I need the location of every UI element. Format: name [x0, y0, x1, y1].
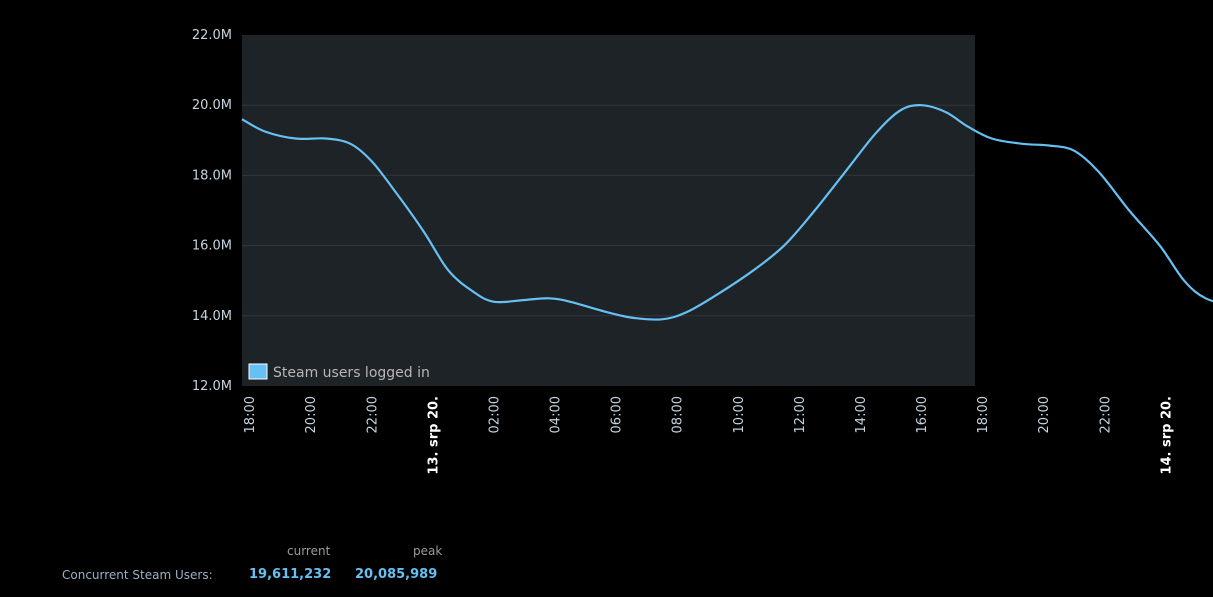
y-tick-label: 14.0M — [192, 309, 232, 324]
y-tick-label: 12.0M — [192, 379, 232, 394]
x-tick-label: 18:00 — [243, 396, 258, 433]
x-tick-label: 13. srp 20. — [426, 396, 441, 475]
x-tick-label: 22:00 — [365, 396, 380, 433]
x-tick-label: 14:00 — [854, 396, 869, 433]
x-axis: 18:00 20:00 22:00 13. srp 20. 02:00 04:00 06:0… — [243, 396, 1174, 475]
y-tick-label: 18.0M — [192, 168, 232, 183]
x-tick-label: 14. srp 20. — [1159, 396, 1174, 475]
plot-background — [242, 35, 975, 386]
current-users-value: 19,611,232 — [249, 567, 332, 582]
legend[interactable]: Steam users logged in — [248, 363, 430, 381]
x-tick-label: 04:00 — [549, 396, 564, 433]
legend-label: Steam users logged in — [273, 365, 430, 381]
current-header: current — [287, 544, 331, 558]
y-tick-label: 22.0M — [192, 28, 232, 43]
x-tick-label: 16:00 — [915, 396, 930, 433]
x-tick-label: 06:00 — [610, 396, 625, 433]
peak-users-value: 20,085,989 — [355, 567, 438, 582]
x-tick-label: 20:00 — [1037, 396, 1052, 433]
x-tick-label: 22:00 — [1098, 396, 1113, 433]
x-tick-label: 12:00 — [793, 396, 808, 433]
users-chart: 12.0M 14.0M 16.0M 18.0M 20.0M 22.0M 18:00 20:0… — [192, 28, 1213, 475]
x-tick-label: 20:00 — [304, 396, 319, 433]
y-axis: 12.0M 14.0M 16.0M 18.0M 20.0M 22.0M — [192, 28, 232, 394]
peak-header: peak — [413, 544, 443, 558]
x-tick-label: 10:00 — [732, 396, 747, 433]
y-tick-label: 16.0M — [192, 239, 232, 254]
series-line-steam-users[interactable] — [241, 102, 1213, 324]
legend-swatch — [248, 363, 268, 380]
x-tick-label: 02:00 — [487, 396, 502, 433]
concurrent-users-label: Concurrent Steam Users: — [62, 568, 213, 582]
x-tick-label: 08:00 — [671, 396, 686, 433]
y-tick-label: 20.0M — [192, 98, 232, 113]
grid-lines — [242, 104, 975, 317]
x-tick-label: 18:00 — [976, 396, 991, 433]
